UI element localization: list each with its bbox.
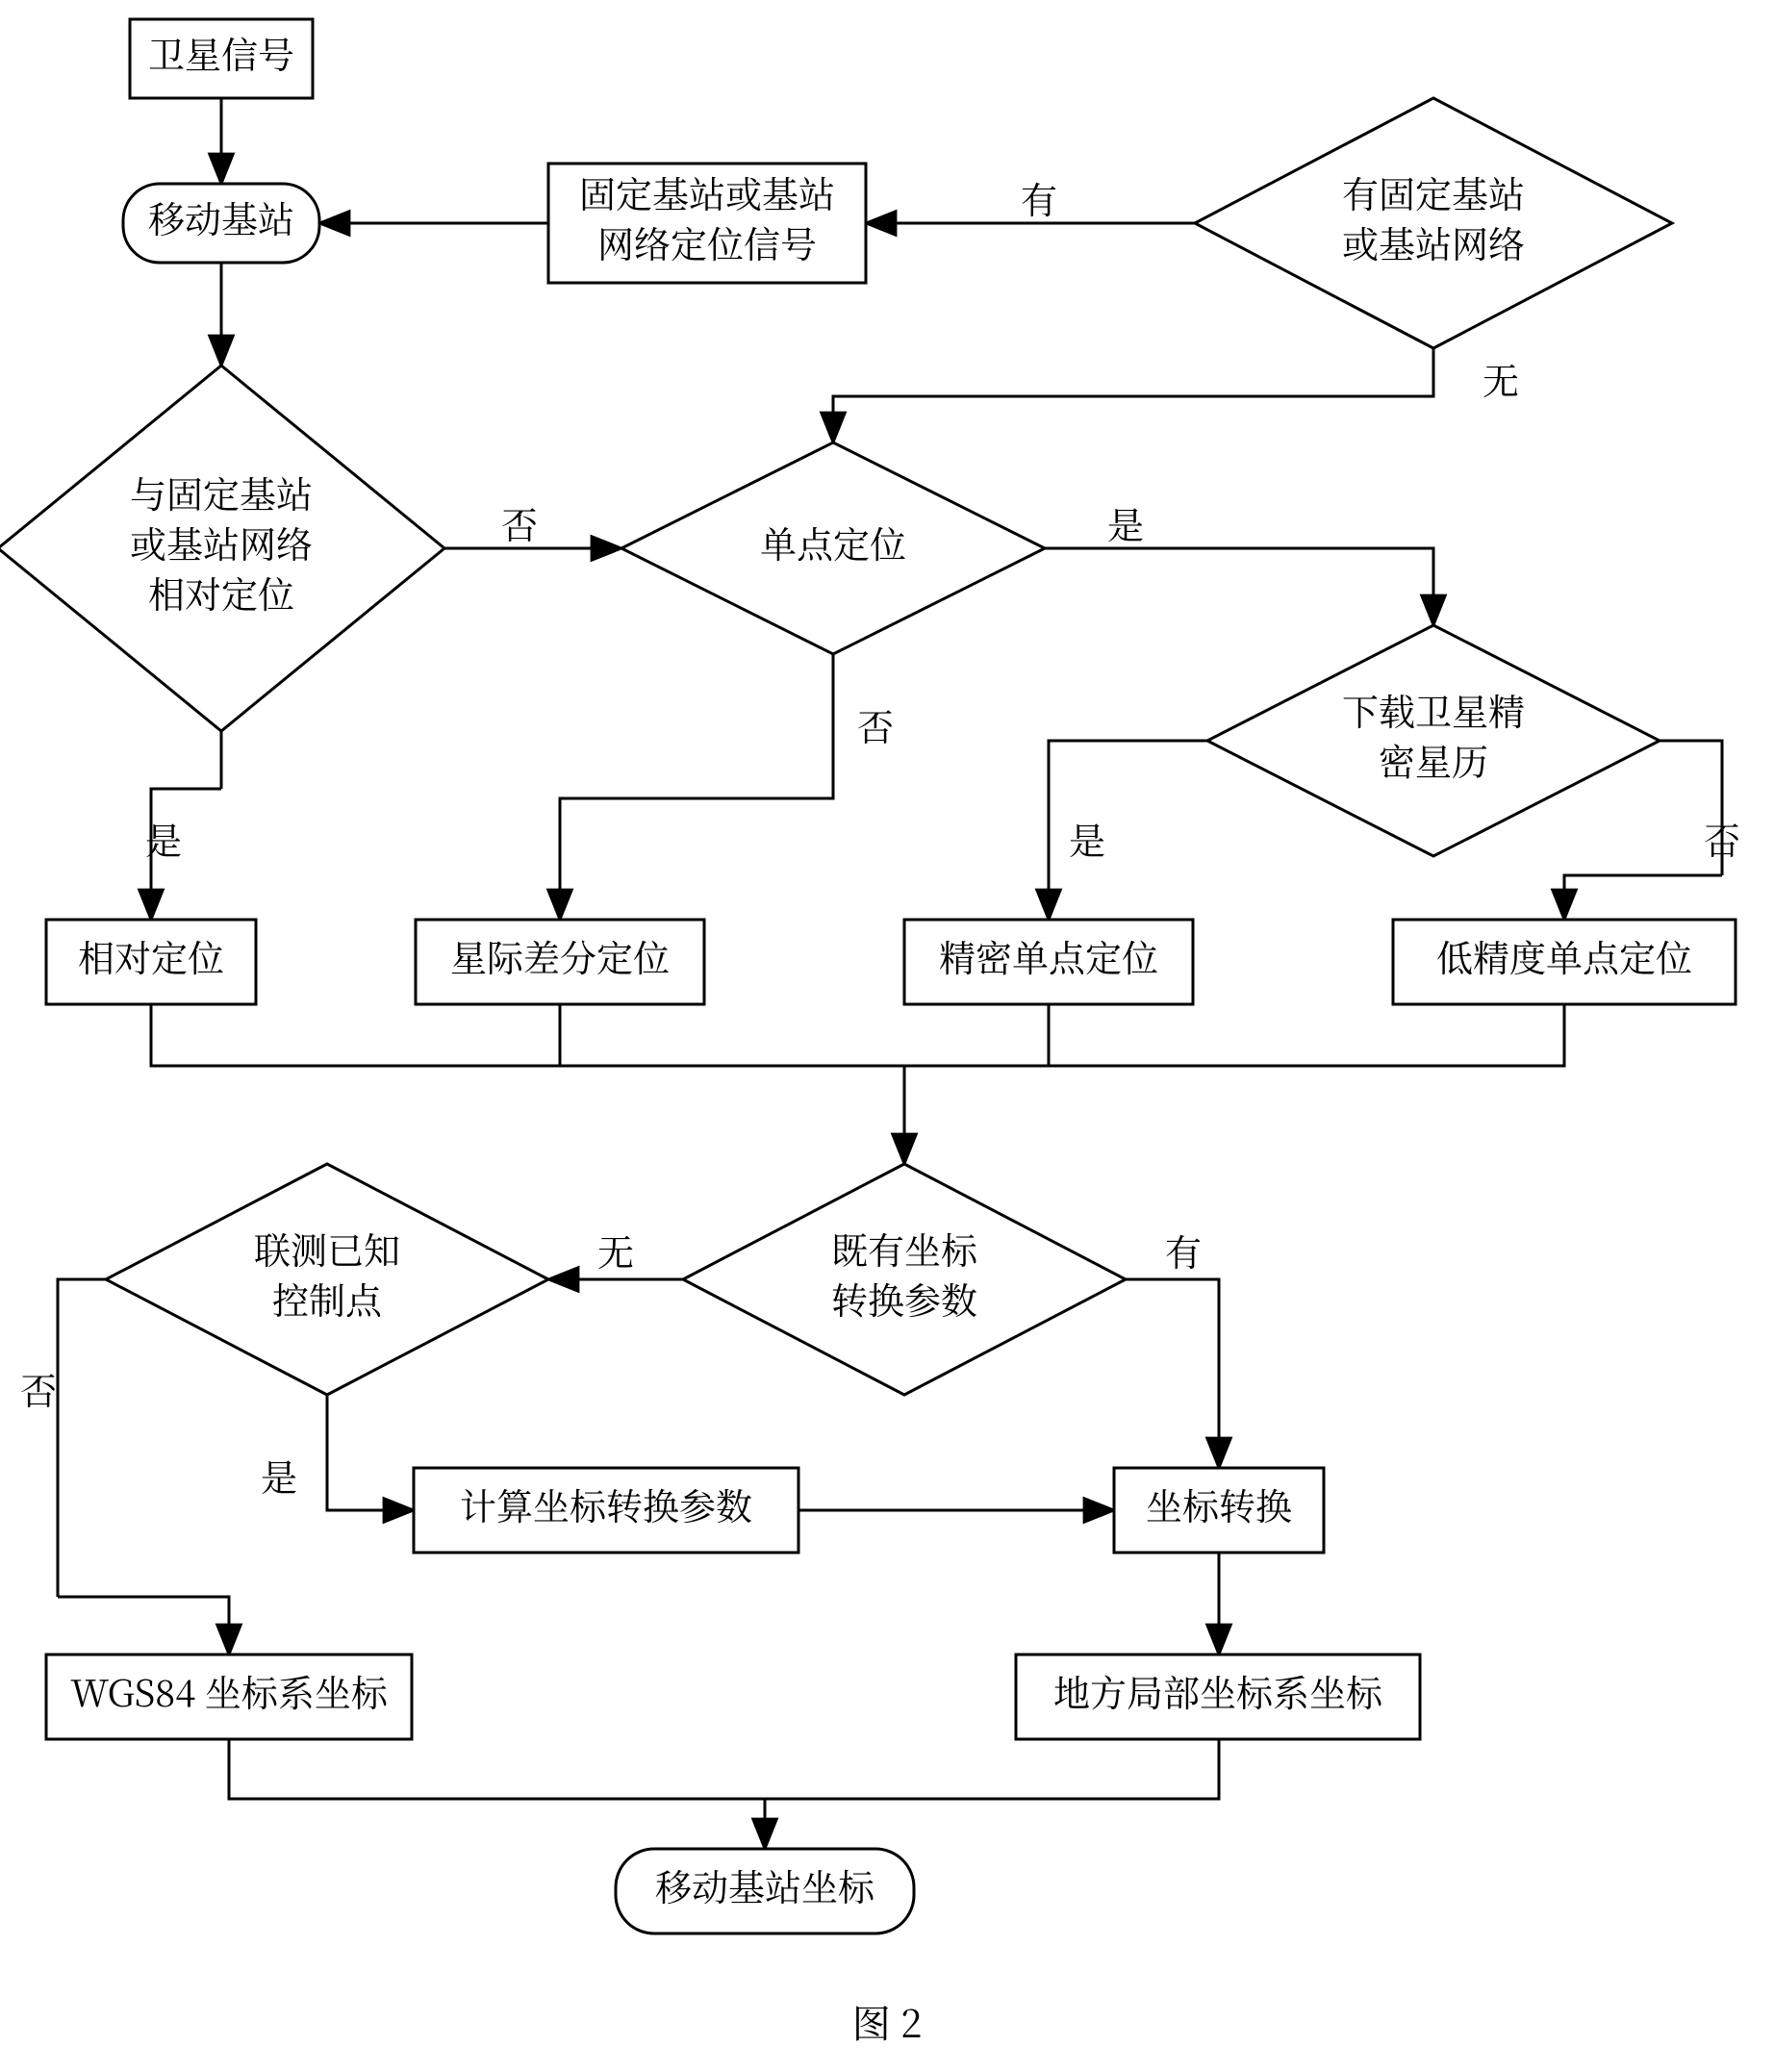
node-text-local_coord-0: 地方局部坐标系坐标 <box>1053 1664 1384 1717</box>
node-text-relative_pos-0: 相对定位 <box>78 929 224 982</box>
node-text-coord_transform-0: 坐标转换 <box>1146 1478 1292 1530</box>
node-text-has_fixed_bs-0: 有固定基站 <box>1342 165 1525 218</box>
edge-e_merge2 <box>229 1739 1219 1799</box>
node-text-precise_single-0: 精密单点定位 <box>939 929 1158 982</box>
figure-caption: 图 2 <box>852 1994 923 2049</box>
edge-e_merge1 <box>151 1004 1564 1066</box>
node-text-known_control-0: 联测已知 <box>254 1222 400 1275</box>
edge-label-e_control_no: 否 <box>20 1362 57 1415</box>
edge-label-e_hasfixed_signal: 有 <box>1021 171 1057 224</box>
node-text-existing_params-0: 既有坐标 <box>831 1222 979 1275</box>
edge-e_control_no <box>58 1279 106 1597</box>
node-text-wgs84-0: WGS84 坐标系坐标 <box>70 1664 390 1717</box>
node-text-known_control-1: 控制点 <box>272 1272 383 1325</box>
node-text-relative_to_fixed-1: 或基站网络 <box>130 516 313 569</box>
node-text-download_ephemeris-0: 下载卫星精 <box>1342 683 1525 736</box>
edge-label-e_params_no: 无 <box>597 1224 634 1276</box>
edge-e_control_no2 <box>58 1597 229 1655</box>
node-text-mobile_coord-0: 移动基站坐标 <box>655 1858 876 1911</box>
flowchart-svg: 有无否是否是否是无有否是卫星信号移动基站固定基站或基站网络定位信号有固定基站或基… <box>0 0 1774 2072</box>
edge-e_control_yes <box>327 1395 414 1510</box>
node-text-existing_params-1: 转换参数 <box>831 1272 977 1325</box>
edge-label-e_ephem_yes: 是 <box>1069 812 1105 865</box>
edge-label-e_control_yes: 是 <box>261 1449 297 1502</box>
node-text-single_point-0: 单点定位 <box>760 516 906 569</box>
edge-label-e_hasfixed_no: 无 <box>1483 352 1519 405</box>
node-text-download_ephemeris-1: 密星历 <box>1379 733 1488 786</box>
edge-e_ephem_no2 <box>1564 875 1722 920</box>
edge-e_params_yes <box>1126 1279 1219 1468</box>
node-text-low_prec_single-0: 低精度单点定位 <box>1436 929 1692 982</box>
edge-e_hasfixed_no <box>833 348 1433 442</box>
node-text-satellite_signal-0: 卫星信号 <box>148 26 294 79</box>
edge-label-e_ephem_no: 否 <box>1704 812 1740 865</box>
edge-label-e_params_yes: 有 <box>1165 1224 1202 1276</box>
node-text-interstellar_diff-0: 星际差分定位 <box>450 929 670 982</box>
edge-e_single_no <box>560 654 833 920</box>
node-text-fixed_bs_signal-1: 网络定位信号 <box>597 215 817 268</box>
node-text-calc_params-0: 计算坐标转换参数 <box>460 1478 752 1530</box>
node-text-relative_to_fixed-0: 与固定基站 <box>130 466 313 518</box>
node-text-relative_to_fixed-2: 相对定位 <box>148 566 294 619</box>
edge-label-e_single_no: 否 <box>857 698 894 751</box>
node-text-mobile_station-0: 移动基站 <box>148 190 294 243</box>
edge-label-e_relative_no: 否 <box>501 496 538 549</box>
nodes-layer: 卫星信号移动基站固定基站或基站网络定位信号有固定基站或基站网络与固定基站或基站网… <box>0 19 1736 1933</box>
node-text-fixed_bs_signal-0: 固定基站或基站 <box>579 165 835 218</box>
node-text-has_fixed_bs-1: 或基站网络 <box>1342 215 1525 268</box>
edge-label-e_single_yes: 是 <box>1107 496 1144 549</box>
edge-e_single_yes <box>1045 548 1433 625</box>
